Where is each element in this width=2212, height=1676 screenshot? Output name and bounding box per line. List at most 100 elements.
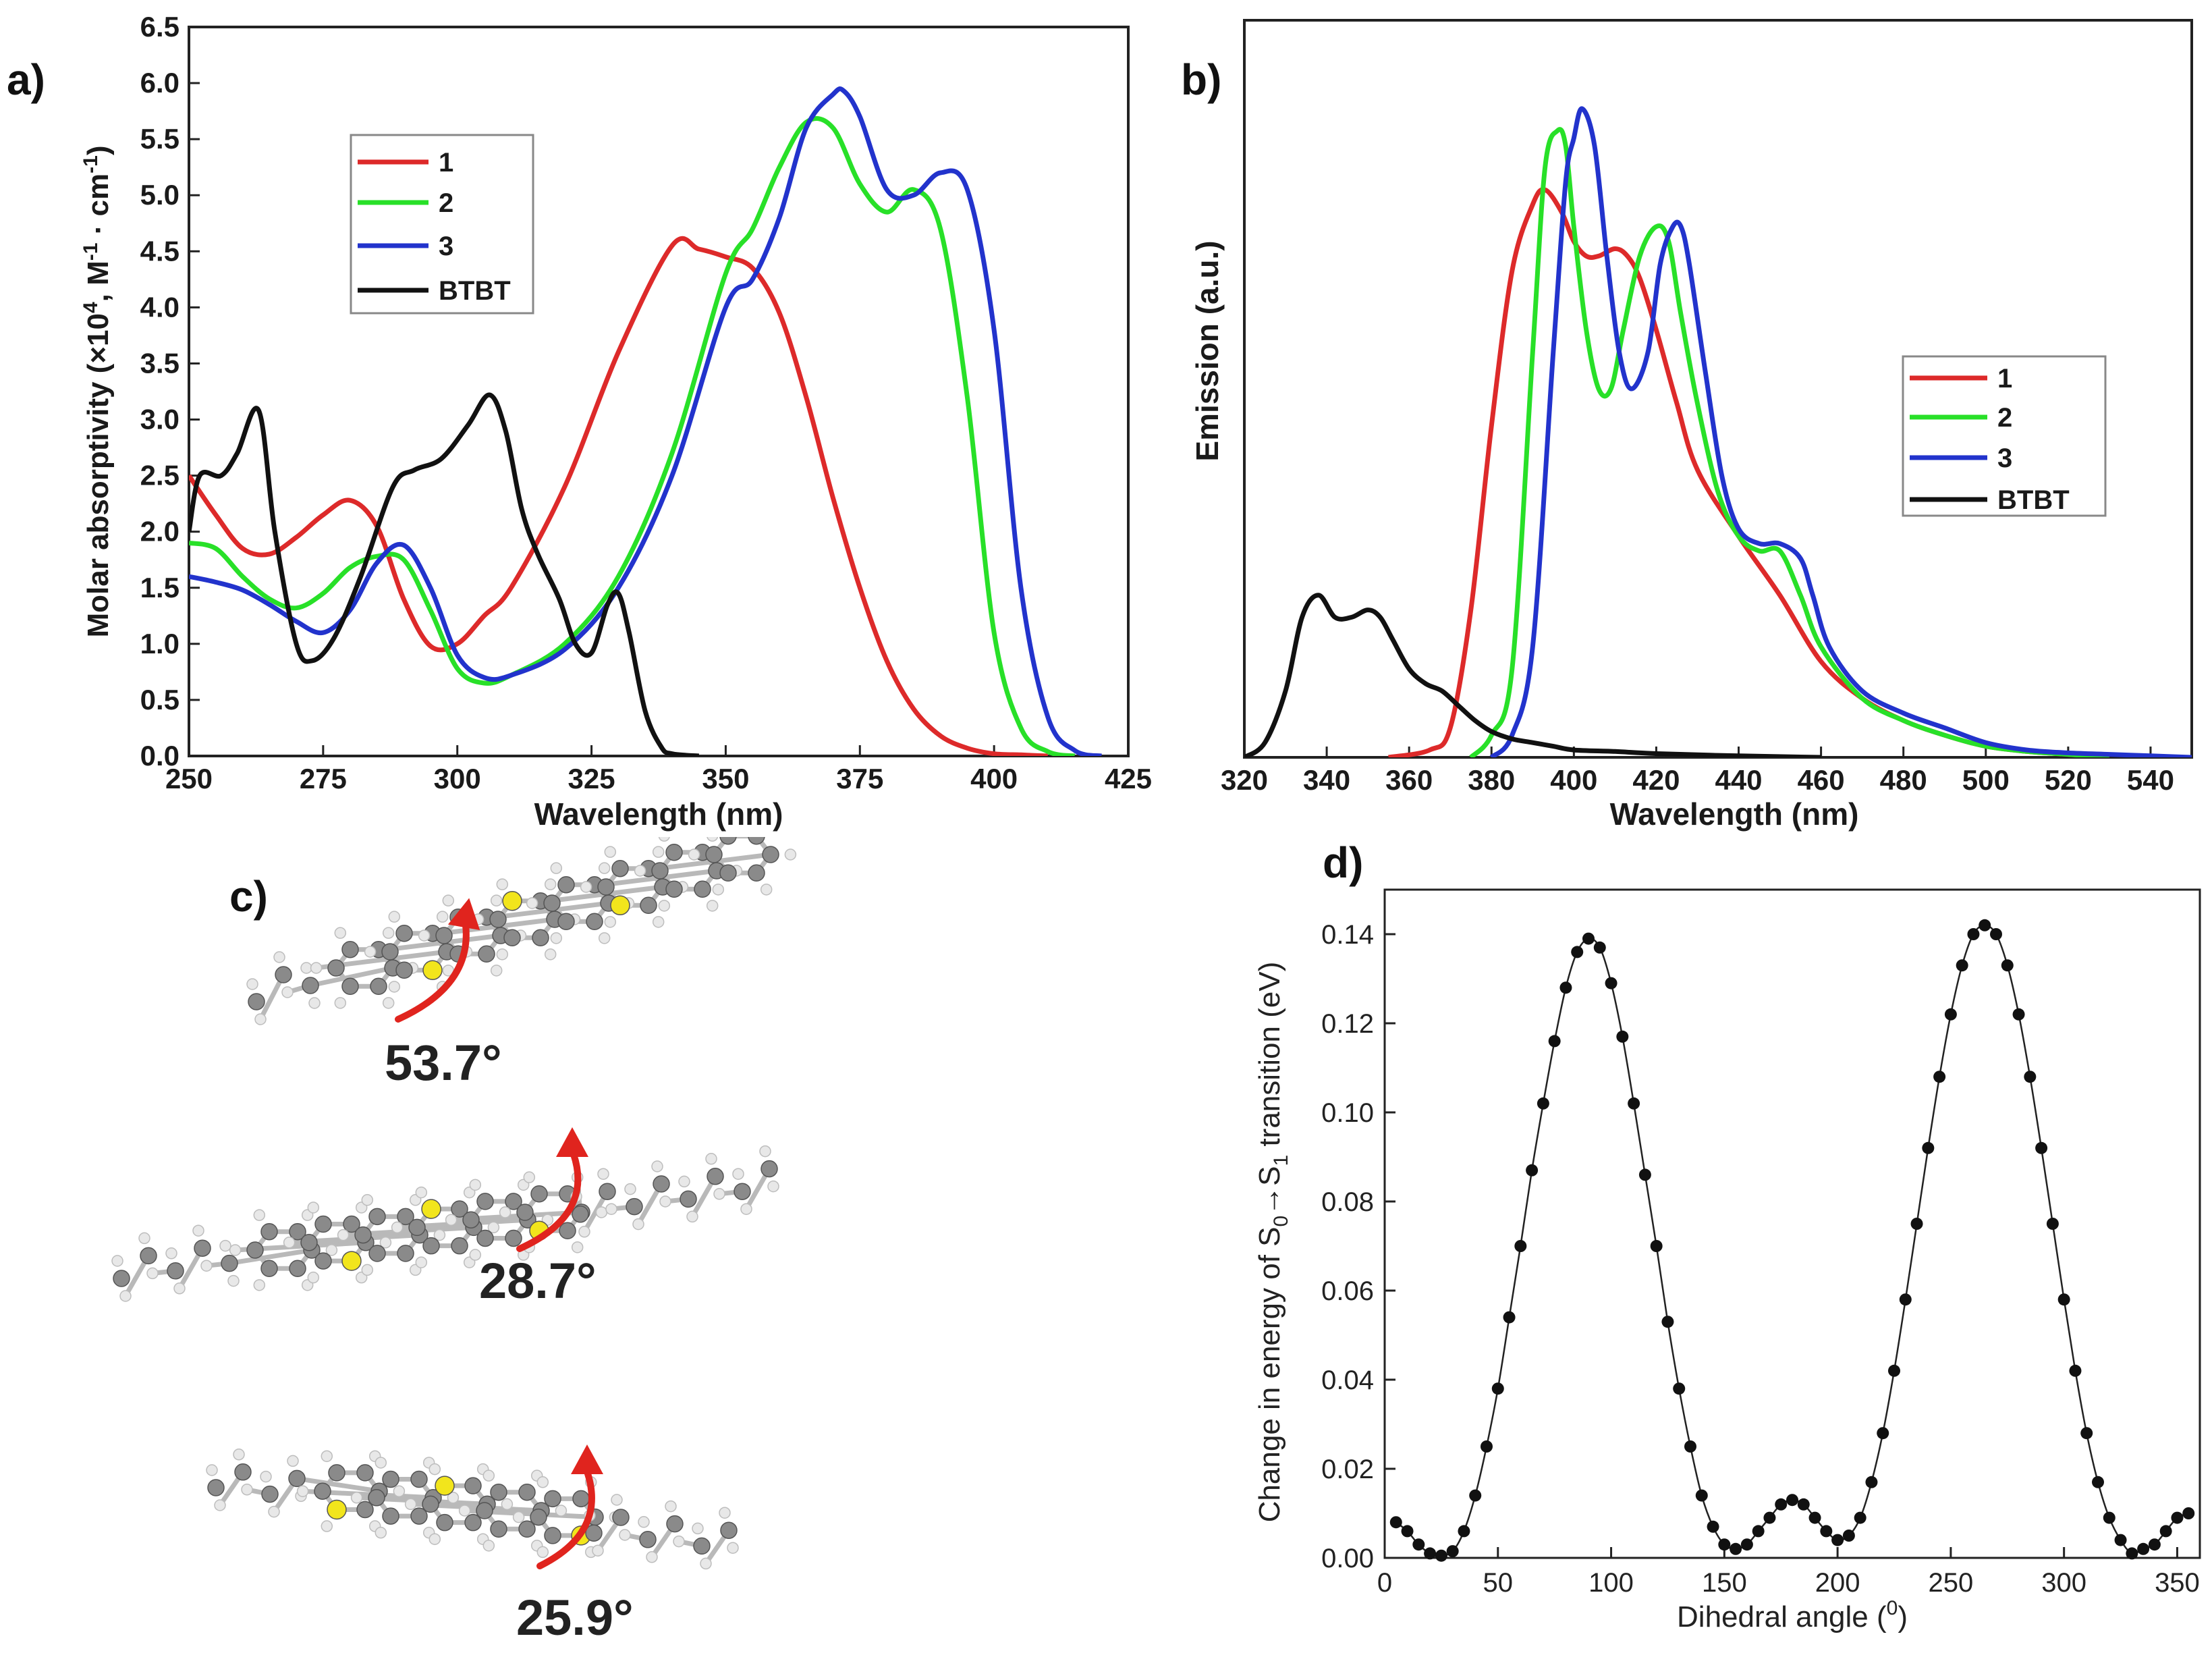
hydrogen-atom <box>487 1221 500 1234</box>
carbon-atom <box>289 1222 306 1241</box>
carbon-atom <box>368 1208 386 1226</box>
hydrogen-atom <box>287 1455 299 1467</box>
data-point <box>1526 1164 1539 1177</box>
hydrogen-atom <box>526 897 538 909</box>
data-point <box>1548 1035 1561 1048</box>
carbon-atom <box>665 843 683 861</box>
hydrogen-atom <box>732 1168 744 1180</box>
hydrogen-atom <box>206 1464 218 1476</box>
data-point <box>1944 1008 1957 1021</box>
carbon-atom <box>719 837 737 845</box>
carbon-atom <box>451 1200 468 1218</box>
data-point <box>1922 1141 1935 1154</box>
carbon-atom <box>451 1237 468 1255</box>
series-line-1 <box>189 236 1048 756</box>
hydrogen-atom <box>632 1218 644 1231</box>
data-point <box>1593 941 1606 954</box>
carbon-atom <box>761 1160 778 1178</box>
hydrogen-atom <box>707 837 719 842</box>
y-tick-label: 5.0 <box>140 179 179 211</box>
y-tick-label: 0.14 <box>1321 920 1374 950</box>
hydrogen-atom <box>499 1206 511 1218</box>
hydrogen-atom <box>712 884 725 896</box>
carbon-atom <box>611 859 629 877</box>
hydrogen-atom <box>418 929 431 942</box>
data-point <box>1967 928 1980 940</box>
x-tick-label: 250 <box>165 763 213 794</box>
y-tick-label: 4.0 <box>140 291 179 323</box>
hydrogen-atom <box>227 1274 240 1287</box>
carbon-atom <box>300 1234 318 1251</box>
series-line-3 <box>1489 106 2192 757</box>
rotation-arrow-3 <box>536 1444 603 1569</box>
hydrogen-atom <box>436 911 449 923</box>
hydrogen-atom <box>713 1188 725 1200</box>
legend-label-1: 1 <box>439 148 453 178</box>
carbon-atom <box>666 1515 684 1533</box>
data-point <box>1435 1549 1447 1562</box>
series-line-btbt <box>189 392 700 756</box>
hydrogen-atom <box>350 1492 363 1504</box>
data-point <box>1650 1240 1663 1252</box>
data-point <box>2103 1511 2116 1524</box>
y-tick-label: 0.04 <box>1321 1366 1374 1395</box>
carbon-atom <box>544 1490 561 1508</box>
hydrogen-atom <box>382 927 395 939</box>
rotation-arrow-2 <box>516 1127 588 1252</box>
hydrogen-atom <box>705 1153 717 1165</box>
hydrogen-atom <box>334 927 347 939</box>
data-point <box>2046 1218 2059 1230</box>
hydrogen-atom <box>241 1484 253 1496</box>
carbon-atom <box>640 896 657 915</box>
hydrogen-atom <box>784 848 797 861</box>
carbon-atom <box>343 1215 360 1233</box>
carbon-atom <box>705 846 723 863</box>
carbon-atom <box>599 1183 616 1200</box>
hydrogen-atom <box>138 1232 150 1245</box>
hydrogen-atom <box>652 916 665 928</box>
hydrogen-atom <box>391 1221 404 1234</box>
hydrogen-atom <box>646 1551 658 1563</box>
hydrogen-atom <box>173 1282 186 1295</box>
hydrogen-atom <box>404 1498 417 1511</box>
hydrogen-atom <box>375 1526 387 1539</box>
panel-label-b: b) <box>1181 55 1221 104</box>
hydrogen-atom <box>388 981 401 993</box>
carbon-atom <box>397 1208 414 1226</box>
carbon-atom <box>572 1206 589 1223</box>
molecule-3 <box>206 1449 739 1570</box>
data-point <box>1888 1364 1900 1377</box>
x-tick-label: 325 <box>568 763 615 794</box>
data-point <box>1763 1511 1776 1524</box>
hydrogen-atom <box>638 1516 650 1528</box>
hydrogen-atom <box>260 1470 272 1483</box>
carbon-atom <box>395 961 413 979</box>
carbon-atom <box>464 1513 482 1532</box>
hydrogen-atom <box>393 1485 406 1497</box>
hydrogen-atom <box>571 1241 584 1253</box>
carbon-atom <box>341 977 359 996</box>
data-point <box>1707 1520 1719 1533</box>
data-point <box>2069 1364 2082 1377</box>
bond <box>310 965 393 988</box>
carbon-atom <box>530 1185 548 1203</box>
y-tick-label: 3.5 <box>140 347 179 379</box>
data-point <box>1979 919 1991 931</box>
carbon-atom <box>693 1537 711 1555</box>
y-tick-label: 1.0 <box>140 628 179 659</box>
data-point <box>1628 1097 1640 1110</box>
hydrogen-atom <box>415 1186 428 1199</box>
carbon-atom <box>518 1520 536 1538</box>
carbon-atom <box>395 924 413 942</box>
x-tick-label: 100 <box>1588 1568 1634 1598</box>
x-tick-label: 480 <box>1880 764 1927 796</box>
hydrogen-atom <box>219 1239 231 1252</box>
carbon-atom <box>505 1193 522 1210</box>
carbon-atom <box>314 1482 331 1500</box>
hydrogen-atom <box>382 997 395 1009</box>
data-point <box>2080 1427 2093 1440</box>
hydrogen-atom <box>536 1476 549 1488</box>
carbon-atom <box>422 1495 439 1513</box>
hydrogen-atom <box>555 1505 568 1517</box>
hydrogen-atom <box>512 1511 525 1523</box>
